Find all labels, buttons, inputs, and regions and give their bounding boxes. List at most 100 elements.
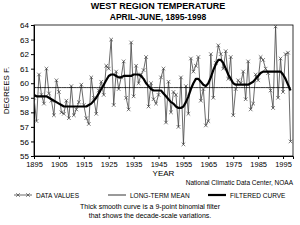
y-tick: 58 bbox=[20, 108, 34, 117]
data-marker bbox=[75, 108, 79, 112]
data-marker bbox=[224, 49, 228, 53]
data-marker bbox=[159, 76, 163, 80]
y-tick-mark bbox=[31, 83, 34, 84]
y-tick: 56 bbox=[20, 138, 34, 147]
data-marker bbox=[157, 93, 161, 97]
y-tick: 57 bbox=[20, 123, 34, 132]
data-marker bbox=[77, 100, 81, 104]
data-marker bbox=[246, 60, 250, 64]
data-marker bbox=[177, 125, 181, 129]
x-tick-label: 1945 bbox=[151, 160, 168, 169]
data-marker bbox=[94, 112, 98, 116]
data-marker bbox=[89, 76, 93, 80]
plot-area bbox=[34, 25, 292, 146]
data-marker bbox=[212, 96, 216, 100]
x-tick: 1905 bbox=[51, 156, 68, 169]
x-tick-mark bbox=[283, 156, 284, 159]
data-marker bbox=[162, 67, 166, 71]
y-tick: 60 bbox=[20, 79, 34, 88]
data-marker bbox=[194, 64, 198, 68]
x-tick-mark bbox=[233, 156, 234, 159]
x-tick: 1975 bbox=[225, 156, 242, 169]
data-marker bbox=[144, 55, 148, 59]
x-tick-label: 1955 bbox=[176, 160, 193, 169]
legend-label: DATA VALUES bbox=[36, 192, 80, 199]
x-tick: 1915 bbox=[76, 156, 93, 169]
series-line bbox=[34, 60, 291, 108]
y-tick-mark bbox=[31, 98, 34, 99]
data-marker bbox=[127, 108, 131, 112]
y-tick-mark bbox=[31, 40, 34, 41]
x-tick-mark bbox=[109, 156, 110, 159]
data-marker bbox=[122, 60, 126, 64]
x-tick-mark bbox=[208, 156, 209, 159]
data-marker bbox=[154, 102, 158, 106]
data-marker bbox=[42, 102, 46, 106]
legend: DATA VALUESLONG-TERM MEANFILTERED CURVE bbox=[14, 192, 286, 199]
series-line bbox=[34, 26, 291, 144]
x-tick-label: 1975 bbox=[225, 160, 242, 169]
data-marker bbox=[197, 55, 201, 59]
y-tick-label: 59 bbox=[20, 94, 29, 103]
data-marker bbox=[62, 112, 66, 116]
data-marker bbox=[112, 103, 116, 107]
data-marker bbox=[67, 116, 71, 120]
data-marker bbox=[216, 44, 220, 48]
y-axis-title: DEGREES F. bbox=[2, 67, 11, 115]
x-tick-mark bbox=[59, 156, 60, 159]
data-marker bbox=[182, 143, 186, 147]
data-marker bbox=[281, 90, 285, 94]
source: National Climatic Data Center, NOAA bbox=[186, 179, 294, 186]
y-tick-label: 63 bbox=[20, 36, 29, 45]
x-tick: 1895 bbox=[26, 156, 43, 169]
data-marker bbox=[37, 73, 41, 77]
legend-swatch bbox=[108, 195, 126, 196]
x-tick: 1965 bbox=[200, 156, 217, 169]
data-marker bbox=[52, 113, 56, 117]
y-tick-label: 57 bbox=[20, 123, 29, 132]
data-marker bbox=[142, 68, 146, 72]
legend-swatch bbox=[208, 194, 226, 196]
legend-label: LONG-TERM MEAN bbox=[130, 192, 190, 199]
data-marker bbox=[269, 89, 273, 93]
data-marker bbox=[129, 41, 133, 45]
data-marker bbox=[244, 97, 248, 101]
data-marker bbox=[192, 70, 196, 74]
data-marker bbox=[57, 90, 61, 94]
data-marker bbox=[207, 119, 211, 123]
y-tick-mark bbox=[31, 127, 34, 128]
data-marker bbox=[187, 112, 191, 116]
x-tick-label: 1895 bbox=[26, 160, 43, 169]
x-tick: 1985 bbox=[250, 156, 267, 169]
series-line bbox=[34, 87, 291, 88]
data-marker bbox=[229, 55, 233, 59]
legend-swatch bbox=[14, 195, 32, 196]
x-tick-mark bbox=[34, 156, 35, 159]
x-tick-label: 1965 bbox=[200, 160, 217, 169]
y-tick-label: 60 bbox=[20, 79, 29, 88]
data-marker bbox=[84, 116, 88, 120]
y-tick-mark bbox=[31, 54, 34, 55]
footnote: Thick smooth curve is a 9-point binomial… bbox=[80, 203, 221, 211]
x-tick-label: 1925 bbox=[101, 160, 118, 169]
data-marker bbox=[174, 93, 178, 97]
data-marker bbox=[167, 80, 171, 84]
subtitle: APRIL-JUNE, 1895-1998 bbox=[110, 12, 207, 22]
x-tick: 1995 bbox=[275, 156, 292, 169]
data-marker bbox=[99, 80, 103, 84]
data-marker bbox=[264, 67, 268, 71]
data-marker bbox=[204, 124, 208, 128]
x-tick-label: 1905 bbox=[51, 160, 68, 169]
x-tick-label: 1935 bbox=[126, 160, 143, 169]
data-marker bbox=[241, 70, 245, 74]
title: WEST REGION TEMPERATURE bbox=[91, 1, 225, 11]
data-marker bbox=[132, 95, 136, 99]
y-tick: 62 bbox=[20, 50, 34, 59]
data-marker bbox=[261, 58, 265, 62]
data-marker bbox=[169, 111, 173, 115]
x-tick: 1925 bbox=[101, 156, 118, 169]
legend-item: LONG-TERM MEAN bbox=[108, 192, 190, 199]
data-marker bbox=[114, 70, 118, 74]
x-tick: 1955 bbox=[176, 156, 193, 169]
data-marker bbox=[286, 51, 290, 55]
